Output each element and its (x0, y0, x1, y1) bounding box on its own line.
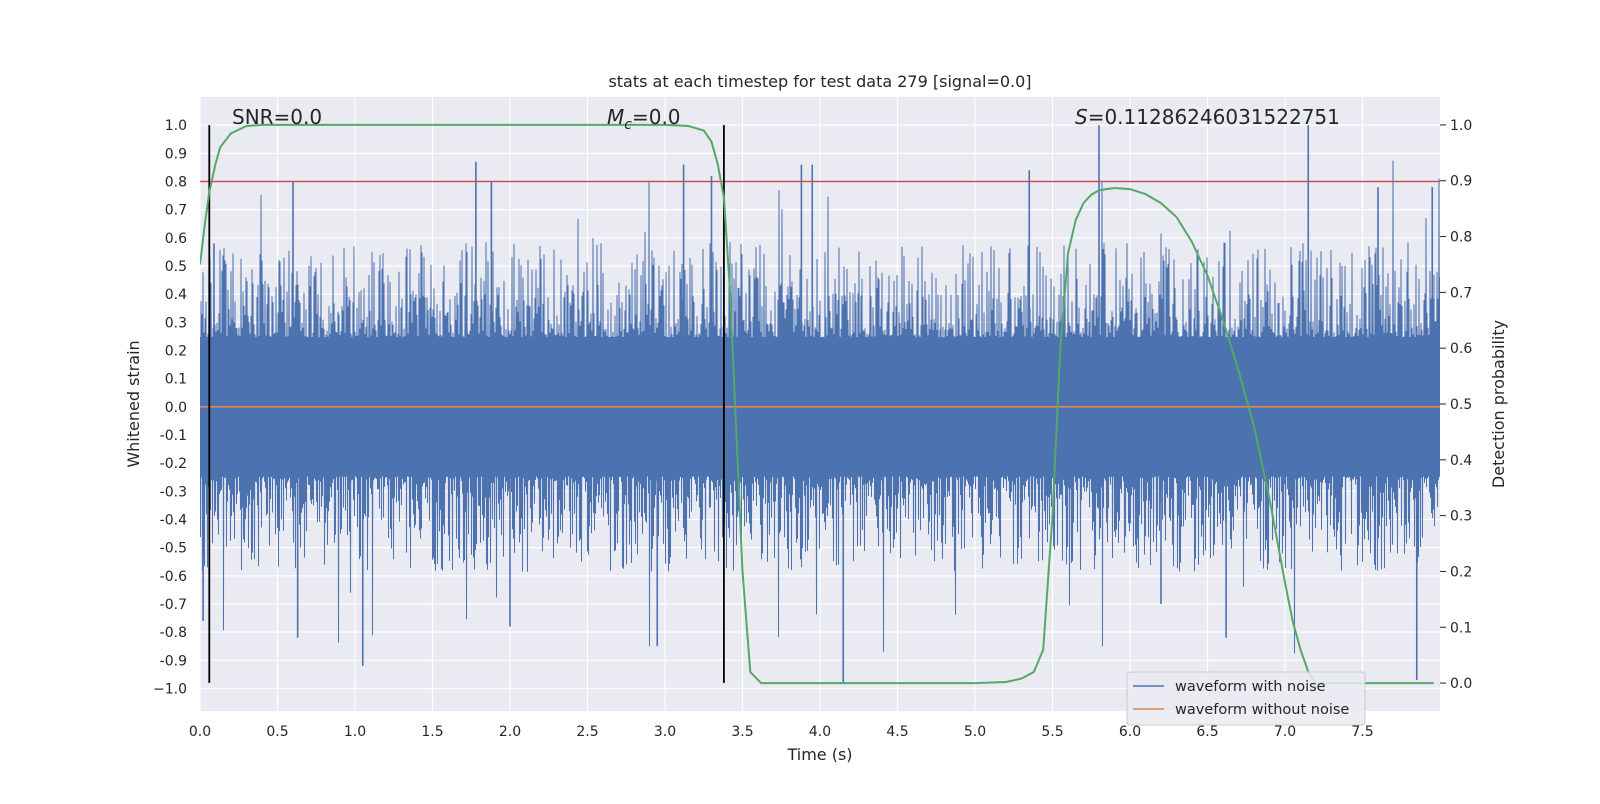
y-right-tick-label: 0.0 (1450, 676, 1472, 692)
y-tick-label: 0.5 (165, 259, 187, 275)
y-tick-label: -0.1 (160, 428, 187, 444)
y-right-axis-label: Detection probability (1489, 320, 1508, 488)
y-right-tick-label: 1.0 (1450, 118, 1472, 134)
y-tick-label: -0.5 (160, 541, 187, 557)
x-tick-label: 4.0 (809, 724, 831, 740)
s-value: =0.11286246031522751 (1088, 105, 1340, 129)
y-right-tick-label: 0.9 (1450, 174, 1472, 190)
y-tick-label: -0.4 (160, 512, 187, 528)
mc-annotation: Mc=0.0 (607, 105, 681, 133)
snr-annotation: SNR=0.0 (232, 105, 322, 129)
y-tick-label: 0.0 (165, 400, 187, 416)
event-markers (208, 125, 725, 683)
y-axis-ticks: 1.0 0.9 0.8 0.7 0.6 0.5 0.4 0.3 0.2 0.1 0.0 -0.1 -0.… (153, 118, 187, 697)
y-tick-label: 0.7 (165, 203, 187, 219)
y-right-axis-ticks: 1.0 0.9 0.8 0.7 0.6 0.5 0.4 0.3 0.2 0.1 0.0 (1440, 118, 1472, 692)
legend-box (1126, 671, 1366, 726)
y-right-tick-label: 0.5 (1450, 397, 1472, 413)
x-axis-ticks: 0.0 0.5 1.0 1.5 2.0 2.5 3.0 3.5 4.0 4.5 5.0 5.5 6.0 6… (189, 724, 1374, 740)
y-right-tick-label: 0.8 (1450, 230, 1472, 246)
x-tick-label: 4.5 (886, 724, 908, 740)
y-tick-label: -0.7 (160, 597, 187, 613)
x-tick-label: 0.0 (189, 724, 211, 740)
y-right-tick-label: 0.6 (1450, 341, 1472, 357)
y-tick-label: 0.4 (165, 287, 187, 303)
y-tick-label: -0.6 (160, 569, 187, 585)
y-tick-label: -0.8 (160, 625, 187, 641)
x-tick-label: 6.5 (1196, 724, 1218, 740)
x-tick-label: 7.5 (1351, 724, 1373, 740)
legend-label-clean: waveform without noise (1175, 702, 1349, 718)
y-tick-label: 0.8 (165, 174, 187, 190)
y-tick-label: -0.2 (160, 456, 187, 472)
plot-area (200, 123, 1440, 685)
x-tick-label: 2.0 (499, 724, 521, 740)
y-axis-label: Whitened strain (124, 340, 143, 467)
x-tick-label: 3.5 (731, 724, 753, 740)
y-tick-label: -0.9 (160, 653, 187, 669)
x-tick-label: 5.0 (964, 724, 986, 740)
s-annotation: S=0.11286246031522751 (1075, 105, 1340, 129)
x-tick-label: 0.5 (266, 724, 288, 740)
x-tick-label: 5.5 (1041, 724, 1063, 740)
y-right-tick-label: 0.7 (1450, 285, 1472, 301)
legend-label-noisy: waveform with noise (1175, 679, 1326, 695)
s-symbol: S (1075, 105, 1088, 129)
noisy-waveform-series (200, 160, 1440, 654)
legend: waveform with noise waveform without noi… (1126, 671, 1366, 726)
y-tick-label: 0.2 (165, 343, 187, 359)
x-tick-label: 6.0 (1119, 724, 1141, 740)
y-right-tick-label: 0.3 (1450, 509, 1472, 525)
x-axis-label: Time (s) (786, 745, 852, 764)
mc-symbol: M (607, 105, 624, 129)
chart-title: stats at each timestep for test data 279… (608, 72, 1031, 91)
y-tick-label: 0.3 (165, 315, 187, 331)
y-tick-label: -0.3 (160, 484, 187, 500)
mc-subscript: c (624, 117, 632, 133)
y-right-tick-label: 0.4 (1450, 453, 1472, 469)
y-right-tick-label: 0.2 (1450, 564, 1472, 580)
noisy-waveform-spikes (202, 125, 1434, 683)
x-tick-label: 7.0 (1274, 724, 1296, 740)
y-tick-label: 0.1 (165, 372, 187, 388)
x-tick-label: 1.0 (344, 724, 366, 740)
y-right-tick-label: 0.1 (1450, 620, 1472, 636)
x-tick-label: 3.0 (654, 724, 676, 740)
y-tick-label: 0.6 (165, 231, 187, 247)
x-tick-label: 1.5 (421, 724, 443, 740)
y-tick-label: 0.9 (165, 146, 187, 162)
mc-value: =0.0 (632, 105, 681, 129)
x-tick-label: 2.5 (576, 724, 598, 740)
y-tick-label: 1.0 (165, 118, 187, 134)
detection-probability-series (200, 123, 1434, 685)
y-tick-label: −1.0 (153, 681, 187, 697)
